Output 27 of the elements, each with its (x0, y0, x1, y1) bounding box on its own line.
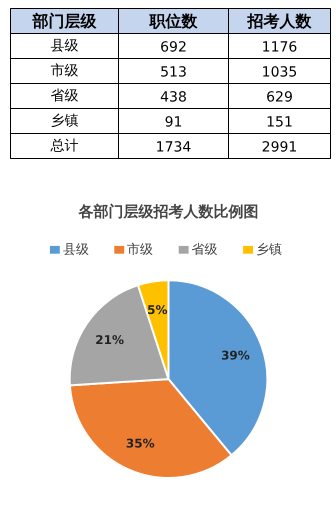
text: 91 (164, 114, 182, 130)
text: 2991 (262, 140, 298, 156)
text: 692 (160, 40, 187, 56)
text: 629 (266, 90, 293, 106)
text: 1176 (262, 40, 298, 56)
text: 市级 (50, 63, 78, 79)
text: 省级 (50, 88, 78, 104)
text: 151 (266, 114, 293, 130)
category-label: 部门层级 (32, 12, 98, 30)
text: 1035 (262, 64, 298, 80)
category-label: 职位数 (148, 12, 198, 30)
text: 513 (160, 64, 187, 80)
text: 438 (160, 90, 187, 106)
text: 总计 (50, 138, 78, 154)
data-label: 35% (126, 436, 155, 450)
legend-label: 省级 (192, 242, 218, 258)
text: 1734 (156, 140, 192, 156)
text: 乡镇 (50, 113, 78, 129)
data-label: 39% (221, 348, 250, 362)
chart-title: 各部门层级招考人数比例图 (78, 202, 258, 220)
text: 县级 (50, 38, 78, 54)
legend-label: 县级 (62, 242, 89, 258)
data-label: 5% (147, 302, 168, 317)
legend-label: 市级 (127, 242, 154, 258)
data-label: 21% (95, 332, 124, 347)
legend-label: 乡镇 (256, 242, 282, 258)
category-label: 招考人数 (246, 12, 312, 30)
